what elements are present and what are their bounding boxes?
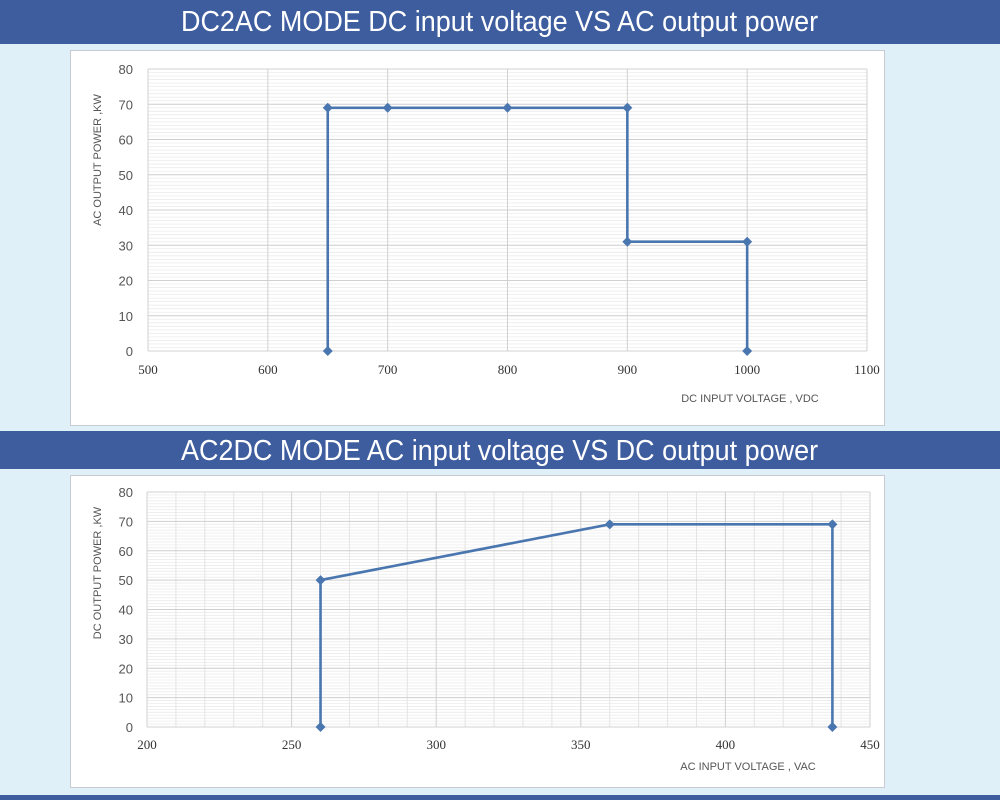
- banner-ac2dc: AC2DC MODE AC input voltage VS DC output…: [0, 431, 1000, 469]
- banner-dc2ac: DC2AC MODE DC input voltage VS AC output…: [0, 0, 1000, 44]
- chart-panel-ac2dc: [70, 475, 885, 788]
- chart-panel-dc2ac: [70, 50, 885, 426]
- banner-ac2dc-title: AC2DC MODE AC input voltage VS DC output…: [181, 435, 819, 467]
- banner-dc2ac-title: DC2AC MODE DC input voltage VS AC output…: [181, 6, 819, 38]
- bottom-divider: [0, 795, 1000, 800]
